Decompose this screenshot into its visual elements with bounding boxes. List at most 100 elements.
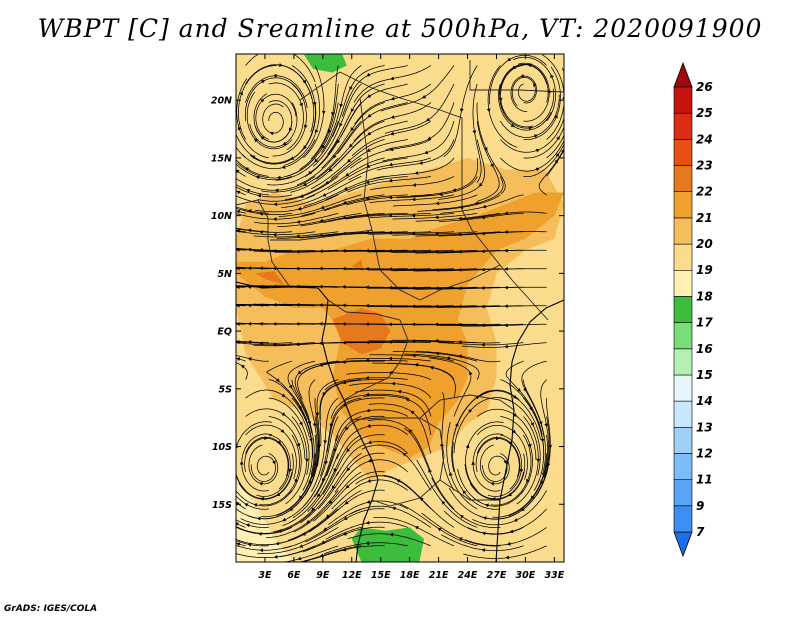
streamline-arrow [365, 358, 369, 363]
streamline-arrow [457, 304, 462, 309]
streamline-arrow [305, 458, 309, 463]
streamline-arrow [256, 516, 261, 521]
streamline-arrow [367, 479, 372, 483]
colorbar-swatch [673, 374, 693, 402]
streamline-arrow [279, 63, 283, 67]
streamline-arrow [236, 190, 241, 195]
streamline-arrow [414, 526, 419, 530]
streamline-arrow [390, 115, 395, 119]
lat-tick-label: 10N [211, 211, 232, 222]
streamline-arrow [260, 98, 265, 103]
streamline-arrow [389, 532, 394, 537]
streamline-arrow [247, 357, 252, 361]
streamline-arrow [512, 429, 516, 434]
streamline-arrow [519, 468, 524, 473]
lon-tick-label: 24E [458, 570, 478, 581]
streamline-arrow [275, 378, 280, 382]
streamline-arrow [446, 356, 451, 361]
colorbar-label: 21 [696, 211, 713, 225]
coastline [236, 281, 379, 562]
colorbar-swatch [673, 426, 693, 454]
country-borders [236, 60, 564, 562]
streamline-arrow [237, 126, 242, 131]
streamline-arrow [365, 180, 370, 184]
streamline-arrow [295, 342, 300, 347]
streamline-arrow [236, 209, 241, 214]
streamline-arrow [322, 478, 326, 482]
streamline-arrow [392, 506, 396, 511]
streamline-arrow [350, 127, 355, 132]
streamline-arrow [306, 519, 311, 524]
lat-tick-label: 15N [211, 153, 232, 164]
streamline-arrow [298, 405, 302, 410]
streamline-arrow [239, 91, 243, 96]
colorbar-swatch [673, 165, 693, 193]
streamline-arrow [455, 422, 459, 427]
streamline-arrow [390, 76, 394, 81]
streamline-arrow [240, 365, 245, 369]
streamline-arrow [251, 155, 256, 159]
streamline-arrow [323, 440, 328, 444]
streamline [245, 54, 316, 83]
streamline-arrow [388, 212, 392, 217]
streamline-arrow [253, 503, 258, 507]
streamline-arrow [282, 517, 287, 522]
streamline-arrow [388, 356, 392, 361]
streamline-arrow [299, 495, 303, 500]
wbpt-region-22-23 [255, 271, 285, 285]
streamline-arrow [322, 193, 327, 197]
streamline-arrow [366, 72, 371, 77]
streamline-arrow [460, 514, 464, 519]
streamline-arrow [522, 387, 527, 392]
streamline-arrow [504, 230, 508, 234]
streamline [236, 501, 246, 510]
coastline-east [495, 299, 564, 562]
streamline-arrow [513, 518, 518, 522]
map-axes: 20N 15N 10N 5N EQ 5S 10S 15S 3E 6E 9E 12E 15E 18E 21E 2… [211, 54, 565, 581]
streamline-arrow [367, 424, 371, 428]
colorbar-swatch [673, 348, 693, 376]
streamline-arrow [297, 370, 302, 375]
colorbar-bottom-arrow [673, 531, 693, 558]
colorbar-swatch [673, 505, 693, 533]
streamline-arrow [419, 497, 424, 502]
streamline-arrow [504, 285, 508, 290]
streamline-arrow [426, 117, 431, 122]
streamline-arrow [259, 548, 264, 553]
streamline-arrow [342, 531, 347, 536]
streamline-arrow [331, 485, 336, 490]
streamline-arrow [528, 126, 533, 130]
streamline-arrow [307, 170, 312, 175]
streamline-arrow [528, 443, 532, 448]
streamline-arrow [535, 167, 540, 172]
streamline-arrow [472, 130, 477, 135]
streamline [236, 146, 246, 159]
colorbar-label: 23 [696, 159, 713, 173]
streamline-arrow [259, 230, 263, 234]
streamline-arrow [290, 156, 295, 160]
streamline-arrow [346, 467, 351, 472]
streamline-arrow [435, 201, 440, 206]
streamline-arrow [458, 354, 463, 359]
streamline-arrow [273, 202, 278, 207]
colorbar-label: 13 [696, 420, 713, 434]
streamline-arrow [490, 163, 494, 168]
streamline-arrow [540, 438, 545, 443]
streamline-arrow [439, 192, 443, 197]
colorbar-label: 9 [696, 499, 704, 513]
streamline-arrow [339, 103, 344, 108]
streamline-arrow [272, 460, 276, 465]
streamline-arrow [365, 267, 369, 271]
streamline-arrow [402, 452, 407, 457]
streamline-arrow [282, 141, 287, 145]
streamline-arrow [510, 123, 515, 127]
colorbar-label: 12 [696, 447, 713, 461]
streamline-arrow [365, 196, 370, 201]
colorbar-label: 15 [696, 368, 713, 382]
streamline-arrow [422, 94, 426, 99]
streamline-arrow [307, 421, 312, 425]
border-line [419, 394, 515, 419]
streamline-arrow [367, 113, 372, 118]
streamline-arrow [412, 183, 416, 187]
